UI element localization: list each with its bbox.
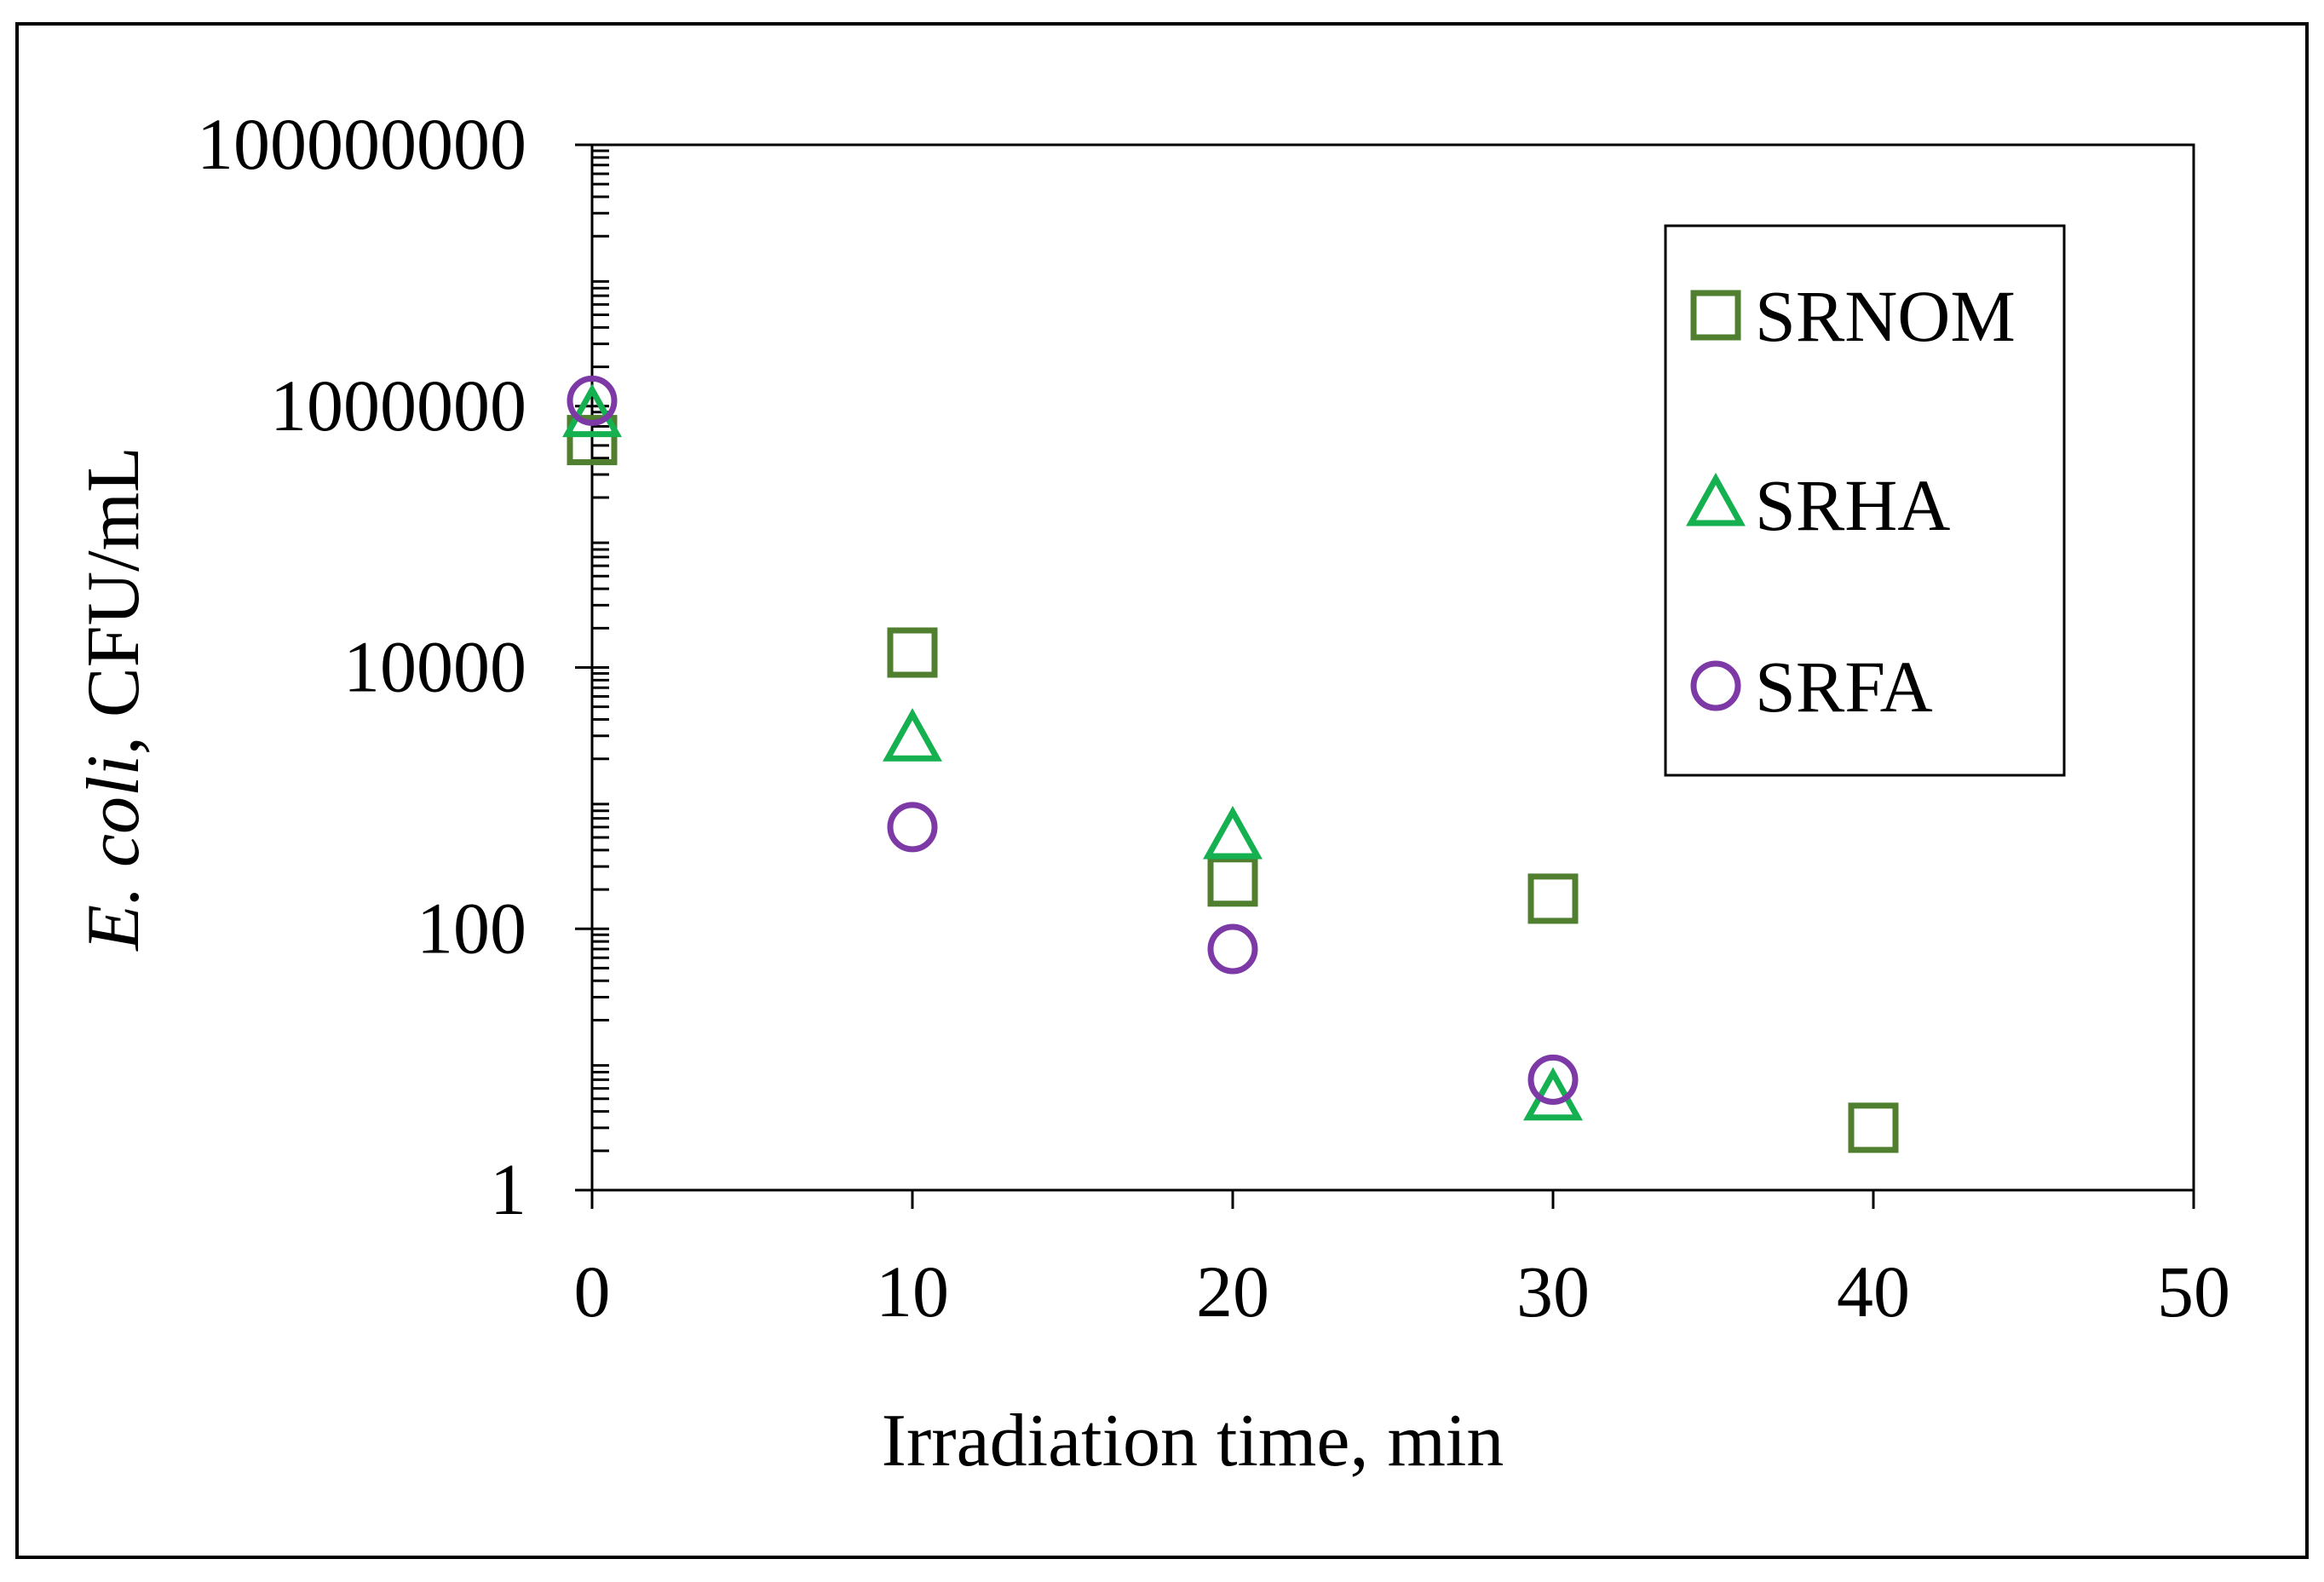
legend: SRNOM SRHA SRFA xyxy=(1664,224,2066,777)
point-srnom xyxy=(1207,856,1258,907)
y-axis-title: E. coli, CFU/mL xyxy=(72,446,155,952)
x-tick-label: 40 xyxy=(1837,1251,1910,1332)
legend-marker-srha xyxy=(1686,472,1746,526)
point-srha xyxy=(883,708,942,762)
y-tick-label: 1000000 xyxy=(270,365,526,446)
y-minor-ticks xyxy=(592,149,609,1153)
x-ticks xyxy=(590,1190,2195,1209)
y-tick-labels: 1 100 10000 1000000 100000000 xyxy=(197,103,526,1230)
point-srnom xyxy=(1848,1102,1899,1153)
legend-marker-srnom xyxy=(1690,290,1741,341)
legend-label-srnom: SRNOM xyxy=(1755,275,2016,357)
point-srha xyxy=(562,383,622,438)
x-tick-label: 0 xyxy=(574,1251,611,1332)
point-srnom xyxy=(1527,873,1579,924)
x-tick-label: 30 xyxy=(1516,1251,1590,1332)
y-tick-label: 100000000 xyxy=(197,103,526,185)
y-tick-label: 100 xyxy=(417,887,526,969)
y-tick-label: 1 xyxy=(490,1148,526,1230)
legend-label-srfa: SRFA xyxy=(1755,646,1933,728)
point-srnom xyxy=(567,415,618,466)
legend-marker-srfa xyxy=(1690,660,1741,711)
y-tick-label: 10000 xyxy=(343,626,526,708)
y-axis-title-italic: E. coli xyxy=(72,755,155,952)
legend-box xyxy=(1664,224,2066,777)
point-srfa xyxy=(887,802,938,853)
x-tick-label: 10 xyxy=(876,1251,949,1332)
point-srfa xyxy=(567,375,618,426)
y-axis-title-rest: , CFU/mL xyxy=(72,446,155,755)
legend-label-srha: SRHA xyxy=(1755,464,1950,546)
point-srfa xyxy=(1527,1054,1579,1105)
x-tick-labels: 0 10 20 30 40 50 xyxy=(574,1251,2231,1332)
data-markers xyxy=(562,375,1899,1153)
point-srfa xyxy=(1207,923,1258,975)
point-srha xyxy=(1203,805,1263,860)
point-srnom xyxy=(887,627,938,678)
x-tick-label: 50 xyxy=(2157,1251,2230,1332)
x-axis-title: Irradiation time, min xyxy=(882,1400,1504,1482)
x-tick-label: 20 xyxy=(1196,1251,1269,1332)
